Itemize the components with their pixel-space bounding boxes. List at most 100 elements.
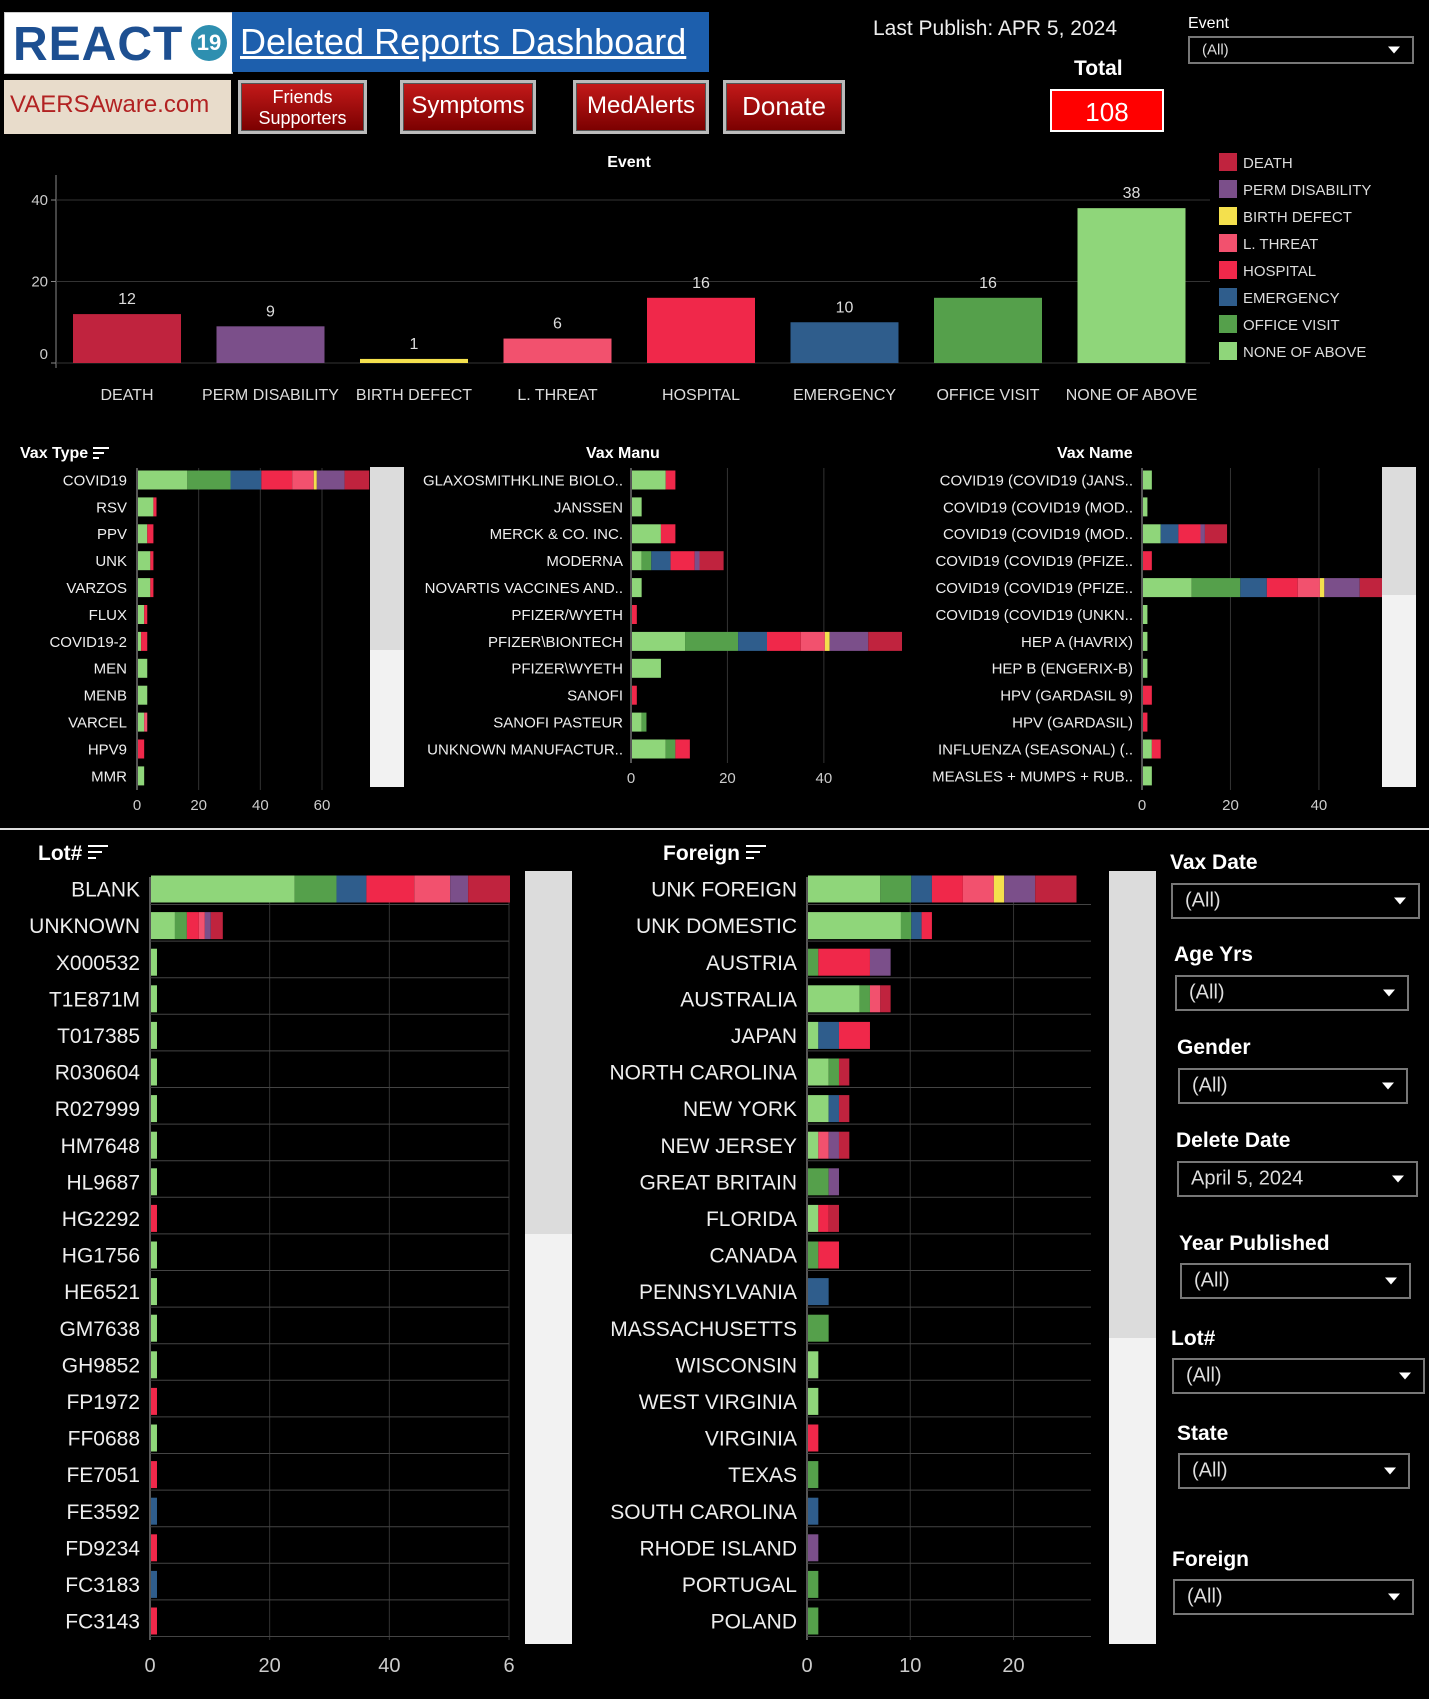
legend-label: HOSPITAL	[1243, 263, 1316, 280]
bar-segment-none-of-above	[151, 1095, 157, 1123]
category-label: WISCONSIN	[676, 1354, 797, 1377]
data-label: 12	[118, 291, 136, 308]
foreign-filter-dropdown[interactable]: (All)	[1173, 1579, 1414, 1615]
category-label: FLORIDA	[706, 1208, 797, 1231]
event-chart-title: Event	[607, 154, 651, 171]
category-label: POLAND	[711, 1611, 797, 1634]
react19-logo[interactable]: REACT 19	[4, 12, 233, 74]
bar-segment-perm-disability	[869, 948, 891, 976]
scroll-thumb[interactable]	[370, 467, 404, 650]
medalerts-button[interactable]: MedAlerts	[573, 80, 709, 134]
category-label: PFIZER\WYETH	[511, 661, 623, 678]
vax-type-title: Vax Type	[20, 445, 89, 462]
vax-date-dropdown[interactable]: (All)	[1171, 883, 1420, 919]
category-label: NORTH CAROLINA	[610, 1062, 797, 1085]
bar-segment-none-of-above	[151, 1278, 157, 1306]
bar-segment-none-of-above	[632, 658, 661, 678]
legend-swatch	[1219, 234, 1237, 252]
bar-segment-perm-disability	[808, 1534, 819, 1562]
category-label: RHODE ISLAND	[639, 1537, 797, 1560]
state-dropdown[interactable]: (All)	[1178, 1453, 1410, 1489]
bar-segment-l-threat	[818, 1131, 829, 1159]
vaersaware-link[interactable]: VAERSAware.com	[4, 80, 231, 134]
donate-button[interactable]: Donate	[723, 80, 845, 134]
scroll-thumb[interactable]	[1382, 467, 1416, 595]
bar-segment-none-of-above	[632, 470, 666, 490]
symptoms-label: Symptoms	[411, 92, 525, 119]
category-label: SANOFI	[567, 688, 623, 705]
x-tick-label: 20	[719, 770, 736, 787]
category-label: NEW YORK	[683, 1098, 797, 1121]
bar-segment-none-of-above	[151, 912, 175, 940]
sort-icon[interactable]	[745, 845, 766, 863]
bar-segment-hospital	[151, 1607, 157, 1635]
bar-segment-none-of-above	[138, 470, 188, 490]
scroll-thumb[interactable]	[1109, 871, 1156, 1338]
bar-perm-disability	[216, 326, 325, 363]
bar-segment-none-of-above	[1143, 631, 1148, 651]
lot-scrollbar[interactable]	[525, 871, 572, 1644]
legend-swatch	[1219, 207, 1237, 225]
bar-segment-perm-disability	[316, 470, 345, 490]
bar-segment-hospital	[921, 912, 932, 940]
bar-segment-office-visit	[808, 1241, 819, 1269]
bar-segment-death	[1359, 578, 1387, 598]
x-tick-label: 20	[1002, 1655, 1024, 1677]
x-tick-label: 20	[259, 1655, 281, 1677]
dashboard-title-link[interactable]: Deleted Reports Dashboard	[232, 12, 709, 72]
bar-segment-birth-defect	[824, 631, 830, 651]
delete-date-dropdown[interactable]: April 5, 2024	[1177, 1161, 1418, 1197]
chevron-down-icon	[1394, 897, 1406, 905]
bar-segment-none-of-above	[632, 739, 666, 759]
legend-label: OFFICE VISIT	[1243, 317, 1340, 334]
bar-segment-none-of-above	[138, 658, 148, 678]
gender-value: (All)	[1192, 1074, 1228, 1097]
category-label: HM7648	[61, 1135, 140, 1158]
vax-name-scrollbar[interactable]	[1382, 467, 1416, 787]
bar-segment-none-of-above	[151, 1168, 157, 1196]
chevron-down-icon	[1388, 46, 1400, 54]
bar-segment-hospital	[1143, 712, 1148, 732]
bar-segment-none-of-above	[808, 1131, 819, 1159]
bar-segment-emergency	[828, 1095, 839, 1123]
lot-header[interactable]: Lot#	[38, 842, 109, 866]
event-filter-dropdown[interactable]: (All)	[1188, 36, 1414, 64]
category-label: PFIZER/WYETH	[511, 607, 623, 624]
bar-segment-death	[868, 631, 902, 651]
year-published-dropdown[interactable]: (All)	[1180, 1263, 1411, 1299]
vax-type-scrollbar[interactable]	[370, 467, 404, 787]
bar-segment-emergency	[808, 1278, 829, 1306]
scroll-thumb[interactable]	[525, 871, 572, 1234]
bar-segment-hospital	[632, 685, 637, 705]
friends-supporters-button[interactable]: Friends Supporters	[238, 80, 367, 134]
sort-icon[interactable]	[88, 845, 109, 863]
category-label: JANSSEN	[554, 499, 623, 516]
sort-icon[interactable]	[92, 446, 109, 461]
friends-label: Friends	[272, 87, 333, 107]
event-chart: Event 0 20 40 12 DEATH 9 PERM DISABILITY 1 BIRT…	[31, 153, 1371, 404]
category-label: T017385	[57, 1025, 140, 1048]
total-badge: 108	[1050, 89, 1164, 132]
vax-type-header[interactable]: Vax Type	[20, 445, 109, 463]
age-yrs-dropdown[interactable]: (All)	[1175, 975, 1409, 1011]
bar-segment-none-of-above	[151, 1241, 157, 1269]
category-label: NOVARTIS VACCINES AND..	[425, 580, 623, 597]
bar-segment-office-visit	[808, 1168, 829, 1196]
category-label: HG1756	[62, 1245, 140, 1268]
lot-filter-dropdown[interactable]: (All)	[1172, 1358, 1425, 1394]
category-label: UNKNOWN	[29, 915, 140, 938]
site-label: VAERSAware.com	[10, 91, 210, 118]
logo-text: REACT	[13, 18, 184, 71]
foreign-header[interactable]: Foreign	[663, 842, 766, 866]
bar-segment-hospital	[632, 605, 637, 624]
foreign-scrollbar[interactable]	[1109, 871, 1156, 1644]
bar-segment-none-of-above	[138, 497, 154, 517]
category-label: COVID19 (COVID19 (JANS..	[940, 472, 1133, 489]
gender-dropdown[interactable]: (All)	[1178, 1068, 1408, 1104]
bar-segment-perm-disability	[829, 631, 869, 651]
category-label: NEW JERSEY	[660, 1135, 797, 1158]
symptoms-button[interactable]: Symptoms	[400, 80, 536, 134]
bar-segment-office-visit	[808, 948, 819, 976]
y-tick-label: 40	[31, 192, 48, 209]
x-tick-label: DEATH	[100, 387, 153, 404]
